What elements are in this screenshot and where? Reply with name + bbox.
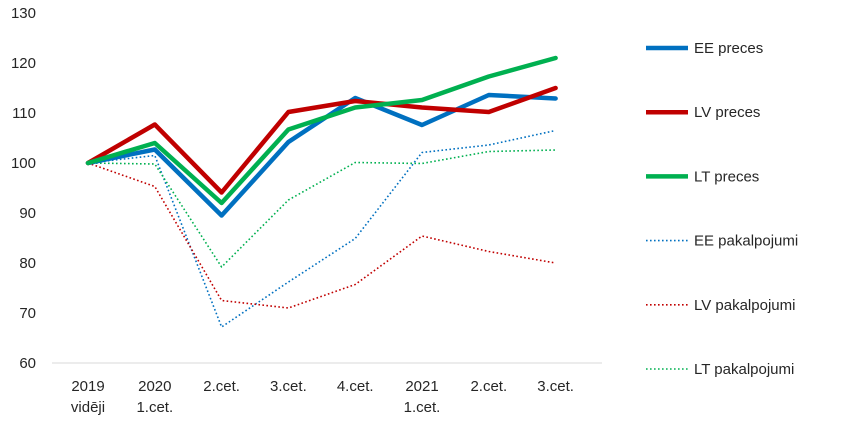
y-tick-label: 90 bbox=[19, 205, 36, 222]
x-tick-label: 3.cet. bbox=[270, 378, 307, 395]
series-line-lt-pakalpojumi bbox=[87, 149, 556, 268]
y-tick-label: 110 bbox=[12, 105, 36, 122]
x-tick-label: 2019 bbox=[71, 378, 104, 395]
x-tick-label: 3.cet. bbox=[537, 378, 574, 395]
series-lines bbox=[85, 55, 558, 328]
series-line-lv-preces bbox=[85, 85, 558, 195]
legend-label: EE preces bbox=[694, 40, 763, 57]
y-tick-label: 70 bbox=[19, 305, 36, 322]
legend: EE preces LV preces LT preces EE pakalpojum… bbox=[646, 40, 798, 378]
legend-label: LT preces bbox=[694, 168, 759, 185]
legend-label: LT pakalpojumi bbox=[694, 361, 794, 378]
x-tick-label: 1.cet. bbox=[136, 399, 173, 416]
x-tick-label: 2.cet. bbox=[470, 378, 507, 395]
series-line-lt-preces bbox=[85, 55, 558, 206]
x-tick-label: 4.cet. bbox=[337, 378, 374, 395]
y-tick-label: 60 bbox=[19, 355, 36, 372]
y-tick-label: 130 bbox=[11, 5, 36, 22]
x-tick-label: 1.cet. bbox=[404, 399, 441, 416]
x-tick-label: vidēji bbox=[71, 399, 105, 416]
x-tick-label: 2021 bbox=[405, 378, 438, 395]
series-line-lv-pakalpojumi bbox=[87, 162, 556, 309]
y-tick-label: 120 bbox=[11, 55, 36, 72]
legend-label: EE pakalpojumi bbox=[694, 233, 798, 250]
legend-label: LV preces bbox=[694, 104, 760, 121]
legend-label: LV pakalpojumi bbox=[694, 297, 795, 314]
x-tick-label: 2.cet. bbox=[203, 378, 240, 395]
y-tick-label: 80 bbox=[19, 255, 36, 272]
series-line-ee-pakalpojumi bbox=[87, 129, 556, 328]
y-tick-label: 100 bbox=[11, 155, 36, 172]
x-tick-label: 2020 bbox=[138, 378, 171, 395]
axes: 60 70 80 90 100 110 120 130 2019 vidēji 2020 1.cet.… bbox=[11, 5, 602, 416]
